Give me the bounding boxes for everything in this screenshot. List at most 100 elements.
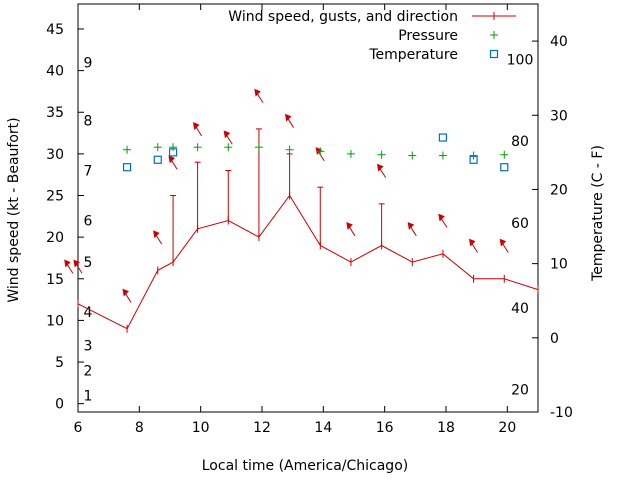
- pressure-point: [438, 151, 447, 160]
- pressure-point: [500, 150, 509, 159]
- legend: Wind speed, gusts, and direction Pressur…: [228, 9, 516, 63]
- y-axis-left: 0 5 10 15 20 25 30 35 40 45: [46, 22, 84, 413]
- legend-marker-pressure: [490, 31, 498, 39]
- y-tick-label: 15: [46, 272, 64, 288]
- fahrenheit-label: 80: [511, 134, 529, 150]
- beaufort-label: 9: [84, 55, 93, 71]
- y2-axis-label: Temperature (C - F): [590, 145, 606, 282]
- x-tick-label: 14: [314, 420, 332, 436]
- wind-arrow: [407, 222, 417, 237]
- y-tick-label: 45: [46, 22, 64, 38]
- y-tick-label: 10: [46, 313, 64, 329]
- y-tick-label: 35: [46, 105, 64, 121]
- pressure-point: [316, 147, 325, 156]
- x-tick-label: 6: [74, 420, 83, 436]
- pressure-point: [377, 150, 386, 159]
- y2-tick-label: 30: [550, 108, 568, 124]
- wind-arrow-head: [153, 230, 160, 239]
- wind-speed-line: [77, 194, 539, 330]
- pressure-point: [469, 151, 478, 160]
- x-tick-label: 16: [376, 420, 394, 436]
- wind-arrow: [346, 222, 356, 237]
- pressure-series: [123, 143, 509, 160]
- x-axis-label: Local time (America/Chicago): [202, 458, 408, 474]
- wind-arrow-head: [122, 288, 129, 297]
- wind-arrow-head: [284, 113, 292, 122]
- wind-arrow-head: [223, 130, 231, 139]
- wind-arrow: [499, 238, 509, 253]
- wind-arrow: [73, 259, 83, 274]
- wind-arrow-head: [73, 259, 80, 268]
- legend-label-temperature: Temperature: [368, 47, 458, 63]
- temperature-point: [500, 163, 509, 172]
- x-tick-label: 18: [437, 420, 455, 436]
- wind-arrow: [153, 230, 163, 245]
- wind-arrow: [192, 122, 203, 137]
- temperature-point: [438, 133, 448, 142]
- temperature-point: [153, 155, 162, 164]
- plot-frame: [77, 3, 539, 413]
- wind-arrow: [284, 113, 295, 128]
- temperature-point: [122, 163, 132, 172]
- wind-arrow: [223, 130, 233, 145]
- pressure-point: [224, 143, 233, 152]
- fahrenheit-label: 100: [507, 53, 534, 69]
- x-axis: 6 8 10 12 14 16 18 20: [74, 4, 516, 436]
- wind-arrow-head: [254, 88, 261, 97]
- y2-tick-label: 20: [550, 182, 568, 198]
- beaufort-label: 6: [84, 213, 93, 229]
- beaufort-label: 4: [84, 305, 93, 321]
- beaufort-label: 2: [84, 363, 93, 379]
- fahrenheit-label: 20: [511, 383, 529, 399]
- y-axis-label: Wind speed (kt - Beaufort): [6, 117, 22, 302]
- y-axis-right: -10 0 10 20 30 40: [532, 34, 573, 421]
- wind-arrow: [468, 238, 479, 253]
- pressure-point: [285, 145, 294, 154]
- temperature-point: [469, 155, 478, 164]
- x-tick-label: 8: [135, 420, 144, 436]
- wind-arrow-head: [407, 222, 415, 230]
- temperature-point: [168, 148, 178, 157]
- y2-tick-label: 10: [550, 257, 568, 273]
- y2-tick-label: 0: [550, 331, 559, 347]
- y2-tick-label: 40: [550, 34, 568, 50]
- pressure-point: [123, 145, 132, 154]
- wind-arrow-head: [376, 163, 384, 172]
- y-tick-label: 5: [55, 355, 64, 371]
- y-tick-label: 40: [46, 64, 64, 80]
- temperature-series: [122, 133, 509, 172]
- y-tick-label: 0: [55, 397, 64, 413]
- wind-arrow-head: [499, 238, 507, 247]
- fahrenheit-label: 60: [511, 216, 529, 232]
- wind-arrow: [438, 213, 448, 228]
- gust-bars: [170, 128, 385, 263]
- y-tick-label: 30: [46, 147, 64, 163]
- wind-arrow: [254, 88, 264, 103]
- y2-tick-label: -10: [550, 405, 573, 421]
- wind-arrow-head: [64, 259, 71, 268]
- pressure-point: [254, 143, 263, 152]
- pressure-point: [153, 143, 162, 152]
- wind-speed-points: [77, 191, 539, 333]
- beaufort-label: 1: [84, 388, 93, 404]
- fahrenheit-labels: 20 40 60 80 100: [507, 53, 534, 399]
- beaufort-labels: 1 2 3 4 5 6 7 8 9: [84, 55, 93, 404]
- wind-arrow: [168, 155, 178, 170]
- y-tick-label: 25: [46, 189, 64, 205]
- legend-label-wind: Wind speed, gusts, and direction: [228, 9, 458, 25]
- beaufort-label: 8: [84, 114, 93, 130]
- wind-arrow: [122, 288, 132, 303]
- y-tick-label: 20: [46, 230, 64, 246]
- pressure-point: [346, 149, 355, 158]
- pressure-point: [193, 143, 202, 152]
- wind-arrow-head: [468, 238, 476, 247]
- beaufort-label: 3: [84, 338, 93, 354]
- x-tick-label: 12: [253, 420, 271, 436]
- legend-marker-temperature: [489, 49, 499, 59]
- beaufort-label: 7: [84, 164, 93, 180]
- wind-arrow-head: [346, 222, 353, 230]
- pressure-point: [169, 143, 178, 152]
- wind-direction-arrows: [64, 88, 509, 303]
- wind-arrow-head: [192, 122, 200, 130]
